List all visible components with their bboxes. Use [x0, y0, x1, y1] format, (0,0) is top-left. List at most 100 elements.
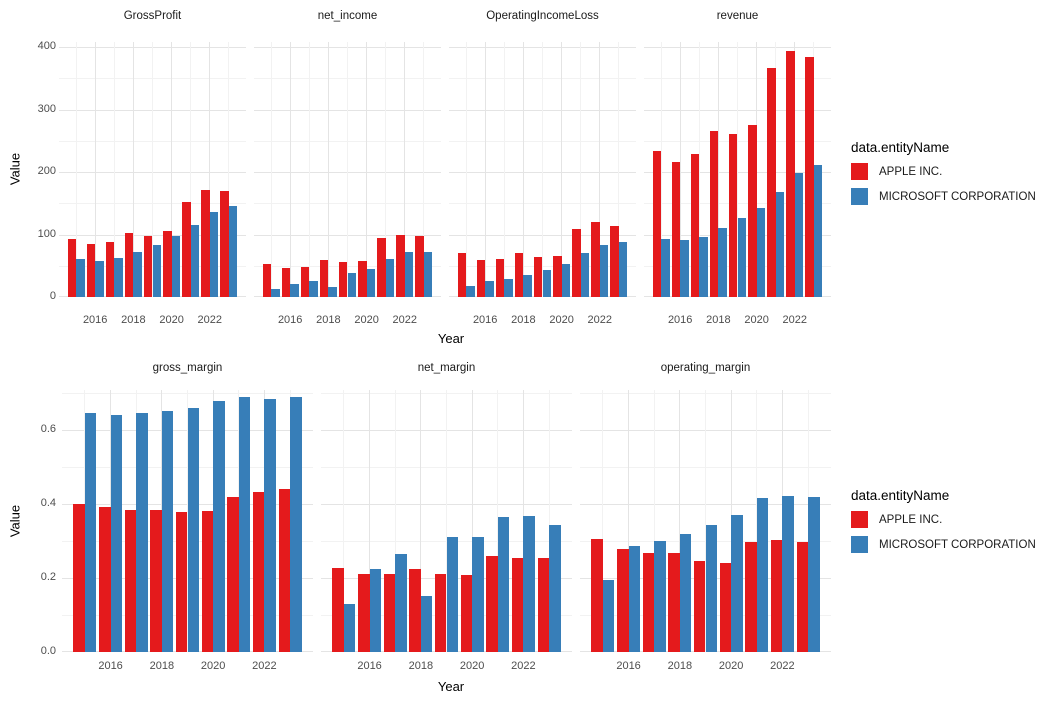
bar-apple-2023 [610, 225, 619, 297]
bar-microsoft-2015 [76, 259, 85, 297]
bar-apple-2019 [693, 560, 706, 652]
bar-apple-2022 [396, 234, 405, 297]
bar-apple-2015 [262, 263, 272, 297]
gridline-v-minor [618, 42, 620, 297]
bar-microsoft-2015 [602, 580, 615, 652]
bar-apple-2018 [124, 233, 134, 297]
bar-microsoft-2015 [661, 238, 670, 297]
x-tick-label: 2020 [159, 314, 184, 326]
legend-label-apple: APPLE INC. [879, 513, 943, 526]
bar-apple-2023 [415, 236, 424, 297]
facet-panel [644, 42, 831, 297]
facet-title: GrossProfit [123, 10, 182, 22]
bar-apple-2015 [652, 150, 662, 297]
x-tick-label: 2018 [408, 660, 434, 672]
x-tick-label: 2016 [82, 314, 108, 326]
x-tick-label: 2022 [392, 314, 418, 326]
legend-item-microsoft: MICROSOFT CORPORATION [851, 188, 1063, 205]
bar-microsoft-2020 [366, 269, 376, 297]
x-tick-label: 2018 [316, 314, 341, 326]
x-tick-label: 2022 [782, 314, 808, 326]
bar-apple-2021 [572, 228, 581, 297]
gridline-v-minor [503, 42, 505, 297]
bar-microsoft-2023 [618, 241, 628, 297]
legend-title: data.entityName [851, 140, 950, 155]
bar-apple-2022 [252, 491, 265, 652]
gridline-v-minor [602, 390, 604, 652]
gridline-v-minor [737, 42, 738, 297]
gridline-v-major [522, 42, 524, 297]
gridline-v-major [366, 42, 368, 297]
bar-microsoft-2019 [446, 536, 459, 652]
gridline-v-major [289, 42, 291, 297]
facet-title: OperatingIncomeLoss [486, 10, 599, 22]
bar-apple-2021 [745, 541, 757, 652]
gridline-v-minor [660, 42, 662, 297]
bar-microsoft-2017 [114, 258, 123, 297]
x-tick-label: 2022 [252, 660, 277, 672]
bar-microsoft-2021 [190, 224, 200, 297]
gridline-v-major [794, 42, 796, 297]
gridline-v-minor [190, 42, 192, 297]
x-tick-label: 2018 [667, 660, 693, 672]
gridline-v-major [717, 42, 719, 297]
bar-microsoft-2021 [497, 516, 510, 652]
gridline-v-minor [446, 390, 447, 652]
legend-swatch-apple [851, 163, 868, 180]
bar-apple-2022 [786, 50, 795, 297]
bar-microsoft-2020 [213, 401, 225, 652]
gridline-v-major [327, 42, 329, 297]
bar-microsoft-2022 [209, 212, 219, 297]
y-tick-label: 0 [49, 290, 56, 302]
bar-microsoft-2016 [110, 415, 123, 652]
gridline-v-major [679, 390, 681, 652]
bar-microsoft-2018 [523, 275, 532, 297]
x-tick-label: 2020 [744, 314, 769, 326]
bar-microsoft-2017 [654, 540, 666, 652]
legend: data.entityName APPLE INC. MICROSOFT COR… [851, 140, 1063, 205]
bar-apple-2015 [332, 567, 344, 652]
bar-microsoft-2020 [561, 263, 571, 297]
gridline-v-major [94, 42, 96, 297]
facet-panel [580, 390, 831, 652]
x-tick-label: 2016 [616, 660, 641, 672]
x-tick-label: 2020 [354, 314, 379, 326]
bar-apple-2015 [457, 252, 467, 297]
bar-apple-2018 [668, 553, 680, 652]
gridline-v-major [599, 42, 601, 297]
facet-title: net_margin [417, 362, 476, 374]
bar-microsoft-2019 [737, 218, 747, 297]
bar-apple-2020 [201, 510, 214, 652]
bar-apple-2016 [476, 259, 486, 297]
bar-microsoft-2016 [290, 284, 299, 297]
bar-apple-2016 [86, 244, 96, 297]
bar-microsoft-2020 [731, 515, 743, 652]
bar-microsoft-2022 [523, 516, 535, 652]
bar-microsoft-2018 [679, 534, 692, 652]
x-tick-label: 2020 [200, 660, 226, 672]
bar-microsoft-2018 [161, 410, 174, 652]
bar-apple-2020 [719, 562, 732, 652]
x-tick-label: 2018 [706, 314, 731, 326]
bar-microsoft-2015 [84, 412, 97, 652]
bar-apple-2022 [201, 190, 210, 297]
facet-panel [449, 42, 636, 297]
bar-apple-2023 [278, 488, 291, 652]
gridline-v-minor [343, 390, 345, 652]
gridline-v-major [561, 42, 563, 297]
y-tick-label: 0.6 [40, 422, 56, 435]
legend-swatch-microsoft [851, 536, 868, 553]
bar-apple-2020 [460, 574, 473, 652]
bar-apple-2018 [409, 569, 421, 652]
gridline-v-minor [705, 390, 706, 652]
bar-microsoft-2019 [542, 270, 552, 297]
bar-apple-2019 [175, 512, 188, 652]
bar-apple-2015 [67, 238, 77, 297]
bar-apple-2021 [227, 497, 239, 652]
y-tick-label: 0.0 [40, 645, 56, 657]
x-tick-label: 2016 [667, 314, 693, 326]
bar-apple-2019 [533, 257, 543, 297]
gridline-v-minor [385, 42, 387, 297]
gridline-v-major [471, 390, 473, 652]
